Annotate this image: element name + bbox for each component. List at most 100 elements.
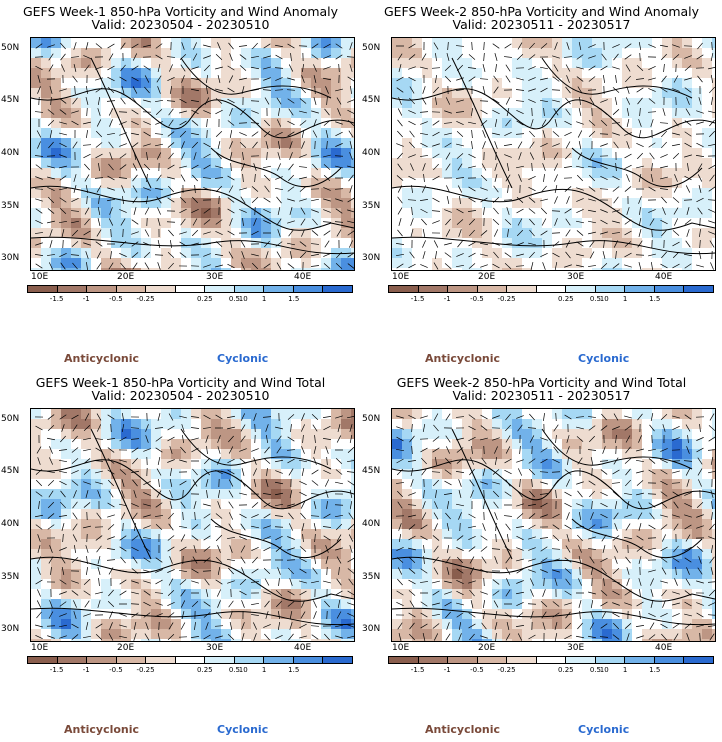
vorticity-shading-cell — [241, 138, 251, 148]
wind-vector — [577, 152, 583, 160]
vorticity-shading-cell — [91, 579, 101, 589]
wind-vector — [648, 77, 656, 81]
wind-vector — [435, 250, 437, 260]
vorticity-shading-cell — [502, 469, 512, 479]
wind-vector — [250, 55, 260, 59]
vorticity-shading-cell — [261, 539, 271, 549]
vorticity-shading-cell — [442, 579, 452, 589]
vorticity-shading-cell — [321, 198, 331, 208]
vorticity-shading-cell — [41, 449, 51, 459]
vorticity-shading-cell — [612, 579, 622, 589]
vorticity-shading-cell — [442, 419, 452, 429]
wind-vector — [588, 198, 596, 202]
vorticity-shading-cell — [91, 258, 101, 268]
vorticity-shading-cell — [321, 429, 331, 439]
wind-vector — [479, 78, 489, 80]
vorticity-shading-cell — [211, 68, 221, 78]
vorticity-shading-cell — [512, 479, 522, 489]
vorticity-shading-cell — [31, 499, 41, 509]
vorticity-shading-cell — [622, 449, 632, 459]
vorticity-shading-cell — [452, 559, 462, 569]
vorticity-shading-cell — [692, 158, 702, 168]
vorticity-shading-cell — [462, 188, 472, 198]
vorticity-shading-cell — [271, 519, 281, 529]
vorticity-shading-cell — [311, 529, 321, 539]
wind-vector — [215, 130, 223, 138]
vorticity-shading-cell — [321, 118, 331, 128]
vorticity-shading-cell — [41, 128, 51, 138]
vorticity-shading-cell — [682, 228, 692, 238]
wind-vector — [408, 54, 416, 60]
vorticity-shading-cell — [572, 188, 582, 198]
vorticity-shading-cell — [712, 519, 715, 529]
coastline — [392, 88, 715, 139]
vorticity-shading-cell — [662, 589, 672, 599]
vorticity-shading-cell — [592, 419, 602, 429]
vorticity-shading-cell — [201, 158, 211, 168]
vorticity-shading-cell — [432, 158, 442, 168]
vorticity-shading-cell — [211, 419, 221, 429]
vorticity-shading-cell — [151, 429, 161, 439]
vorticity-shading-cell — [432, 128, 442, 138]
wind-vector — [108, 633, 114, 641]
vorticity-shading-cell — [402, 419, 412, 429]
vorticity-shading-cell — [632, 118, 642, 128]
vorticity-shading-cell — [712, 499, 715, 509]
wind-vector — [264, 633, 270, 641]
wind-vector — [82, 144, 92, 146]
vorticity-shading-cell — [642, 509, 652, 519]
vorticity-shading-cell — [301, 609, 311, 619]
vorticity-shading-cell — [151, 128, 161, 138]
vorticity-shading-cell — [572, 409, 582, 419]
wind-vector — [445, 97, 451, 105]
wind-vector — [310, 493, 320, 495]
vorticity-shading-cell — [422, 539, 432, 549]
vorticity-shading-cell — [301, 188, 311, 198]
wind-vector — [684, 131, 692, 137]
wind-vector — [228, 501, 234, 509]
vorticity-shading-cell — [251, 549, 261, 559]
vorticity-shading-cell — [271, 409, 281, 419]
wind-vector — [250, 614, 260, 616]
vorticity-shading-cell — [331, 559, 341, 569]
vorticity-shading-cell — [251, 258, 261, 268]
vorticity-shading-cell — [652, 409, 662, 419]
vorticity-shading-cell — [141, 218, 151, 228]
vorticity-shading-cell — [141, 499, 151, 509]
wind-vector — [73, 490, 77, 498]
vorticity-shading-cell — [692, 459, 702, 469]
colorbar-tick-label: 1.5 — [288, 666, 300, 674]
vorticity-shading-cell — [392, 58, 402, 68]
wind-vector — [229, 152, 233, 160]
vorticity-shading-cell — [71, 148, 81, 158]
vorticity-shading-cell — [582, 238, 592, 248]
wind-vector — [612, 132, 620, 136]
vorticity-shading-cell — [672, 208, 682, 218]
vorticity-shading-cell — [191, 128, 201, 138]
wind-vector — [299, 623, 307, 629]
wind-vector — [263, 525, 271, 529]
vorticity-shading-cell — [452, 218, 462, 228]
wind-vector — [275, 77, 283, 81]
wind-vector — [301, 446, 305, 454]
vorticity-shading-cell — [61, 218, 71, 228]
vorticity-shading-cell — [101, 238, 111, 248]
vorticity-shading-cell — [702, 208, 712, 218]
vorticity-shading-cell — [412, 118, 422, 128]
vorticity-shading-cell — [542, 248, 552, 258]
wind-vector — [457, 240, 463, 248]
vorticity-shading-cell — [201, 178, 211, 188]
vorticity-shading-cell — [582, 108, 592, 118]
vorticity-shading-cell — [111, 489, 121, 499]
vorticity-shading-cell — [91, 449, 101, 459]
vorticity-shading-cell — [592, 619, 602, 629]
wind-vector — [206, 489, 208, 499]
wind-vector — [335, 43, 343, 49]
vorticity-shading-cell — [702, 78, 712, 88]
vorticity-shading-cell — [582, 539, 592, 549]
wind-vector — [106, 100, 116, 102]
vorticity-shading-cell — [542, 569, 552, 579]
vorticity-shading-cell — [582, 248, 592, 258]
wind-vector — [310, 265, 320, 267]
vorticity-shading-cell — [111, 98, 121, 108]
